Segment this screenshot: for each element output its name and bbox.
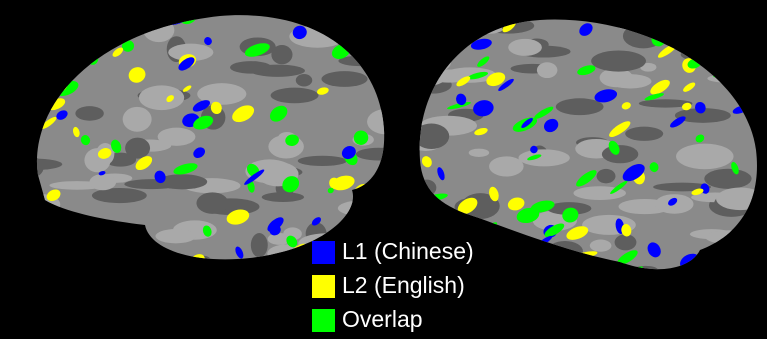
legend-swatch — [312, 309, 335, 332]
legend-label: Overlap — [342, 306, 423, 332]
sulcus — [591, 50, 646, 71]
sulcus — [262, 192, 304, 202]
sulcus — [625, 127, 663, 141]
sulcus — [508, 39, 542, 56]
sulcus — [271, 45, 292, 64]
sulcus — [139, 85, 184, 110]
sulcus — [125, 138, 150, 159]
sulcus — [75, 106, 103, 121]
sulcus — [296, 74, 312, 86]
sulcus — [597, 169, 616, 183]
page: L1 (Chinese)L2 (English)Overlap (() => {… — [0, 0, 767, 339]
sulcus — [590, 240, 612, 252]
sulcus — [251, 233, 268, 257]
sulcus — [518, 149, 569, 166]
figure: L1 (Chinese) L2 (English) Overlap — [0, 0, 767, 339]
sulcus — [489, 156, 524, 176]
sulcus — [196, 192, 228, 214]
legend-swatch — [312, 275, 335, 298]
sulcus — [602, 145, 638, 163]
sulcus — [230, 61, 272, 74]
sulcus — [556, 98, 604, 115]
sulcus — [321, 71, 367, 87]
sulcus — [298, 156, 347, 166]
sulcus — [676, 144, 734, 170]
sulcus — [124, 179, 179, 189]
legend-label: L1 (Chinese) — [342, 238, 474, 264]
sulcus — [704, 169, 751, 189]
legend-swatch — [312, 241, 335, 264]
sulcus — [123, 107, 152, 132]
sulcus — [271, 88, 319, 104]
sulcus — [92, 188, 147, 203]
sulcus — [155, 229, 196, 243]
sulcus — [615, 234, 637, 250]
sulcus — [158, 128, 196, 146]
legend-label: L2 (English) — [342, 272, 465, 298]
sulcus — [469, 149, 489, 157]
sulcus — [537, 62, 558, 78]
sulcus — [89, 174, 116, 190]
